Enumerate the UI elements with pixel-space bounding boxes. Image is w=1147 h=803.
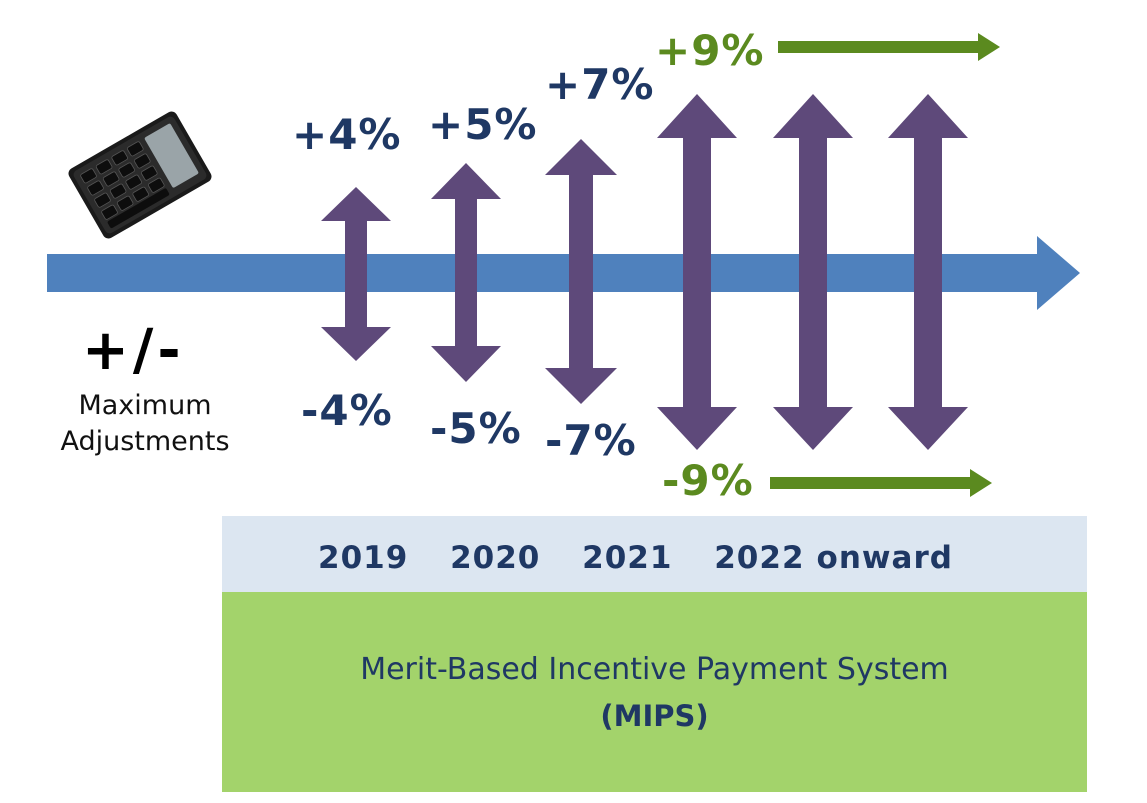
green-arrow-upper [778,33,1000,61]
lower-limit-2020: -5% [430,404,522,453]
lower-limit-2021: -7% [545,416,637,465]
upper-limit-2022: +9% [655,26,765,75]
green-arrow-lower [770,469,992,497]
year-2021: 2021 [582,540,673,576]
calculator-icon [68,111,212,239]
program-abbreviation: (MIPS) [600,699,709,733]
double-arrow-2020 [431,163,501,382]
upper-limit-2020: +5% [428,100,538,149]
double-arrow-2022-b [773,94,853,450]
double-arrow-2022-a [657,94,737,450]
program-title: Merit-Based Incentive Payment System [360,652,949,687]
double-arrow-2021 [545,139,617,404]
program-box: Merit-Based Incentive Payment System (MI… [222,592,1087,792]
maximum-adjustments-label: Maximum Adjustments [40,388,250,460]
upper-limit-2019: +4% [292,110,402,159]
label-line-2: Adjustments [60,426,230,457]
upper-limit-2021: +7% [545,60,655,109]
timeline-arrow [47,236,1080,310]
year-onward: onward [816,540,953,576]
lower-limit-2019: -4% [301,386,393,435]
year-2019: 2019 [318,540,409,576]
years-band [222,516,1087,592]
years-row: 2019 2020 2021 2022 onward [318,540,953,576]
label-line-1: Maximum [78,390,212,421]
double-arrow-2019 [321,187,391,361]
year-2022: 2022 [714,540,805,576]
year-2020: 2020 [450,540,541,576]
plus-minus-symbol: +/- [82,318,185,383]
double-arrow-2022-c [888,94,968,450]
lower-limit-2022: -9% [662,456,754,505]
